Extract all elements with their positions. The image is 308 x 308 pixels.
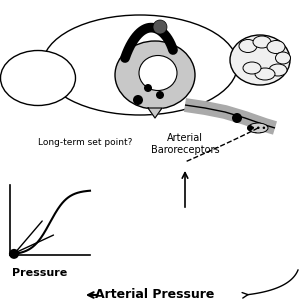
Circle shape — [247, 125, 253, 131]
Ellipse shape — [255, 68, 275, 80]
Circle shape — [9, 249, 19, 259]
Ellipse shape — [115, 41, 195, 109]
Ellipse shape — [275, 52, 290, 64]
Ellipse shape — [1, 51, 75, 106]
Ellipse shape — [43, 15, 237, 115]
Circle shape — [156, 91, 164, 99]
Ellipse shape — [239, 39, 257, 52]
Text: Arterial Pressure: Arterial Pressure — [95, 289, 215, 302]
Ellipse shape — [230, 35, 290, 85]
Circle shape — [153, 20, 167, 34]
Circle shape — [232, 113, 242, 123]
Ellipse shape — [248, 123, 268, 133]
Text: Long-term set point?: Long-term set point? — [38, 138, 132, 147]
Ellipse shape — [269, 64, 287, 76]
Ellipse shape — [243, 62, 261, 74]
Text: Pressure: Pressure — [12, 268, 67, 278]
Ellipse shape — [267, 40, 285, 54]
Circle shape — [133, 95, 143, 105]
Ellipse shape — [253, 36, 271, 48]
Polygon shape — [148, 108, 162, 118]
Ellipse shape — [139, 55, 177, 91]
Circle shape — [144, 84, 152, 92]
Text: Arterial
Baroreceptors: Arterial Baroreceptors — [151, 133, 219, 155]
